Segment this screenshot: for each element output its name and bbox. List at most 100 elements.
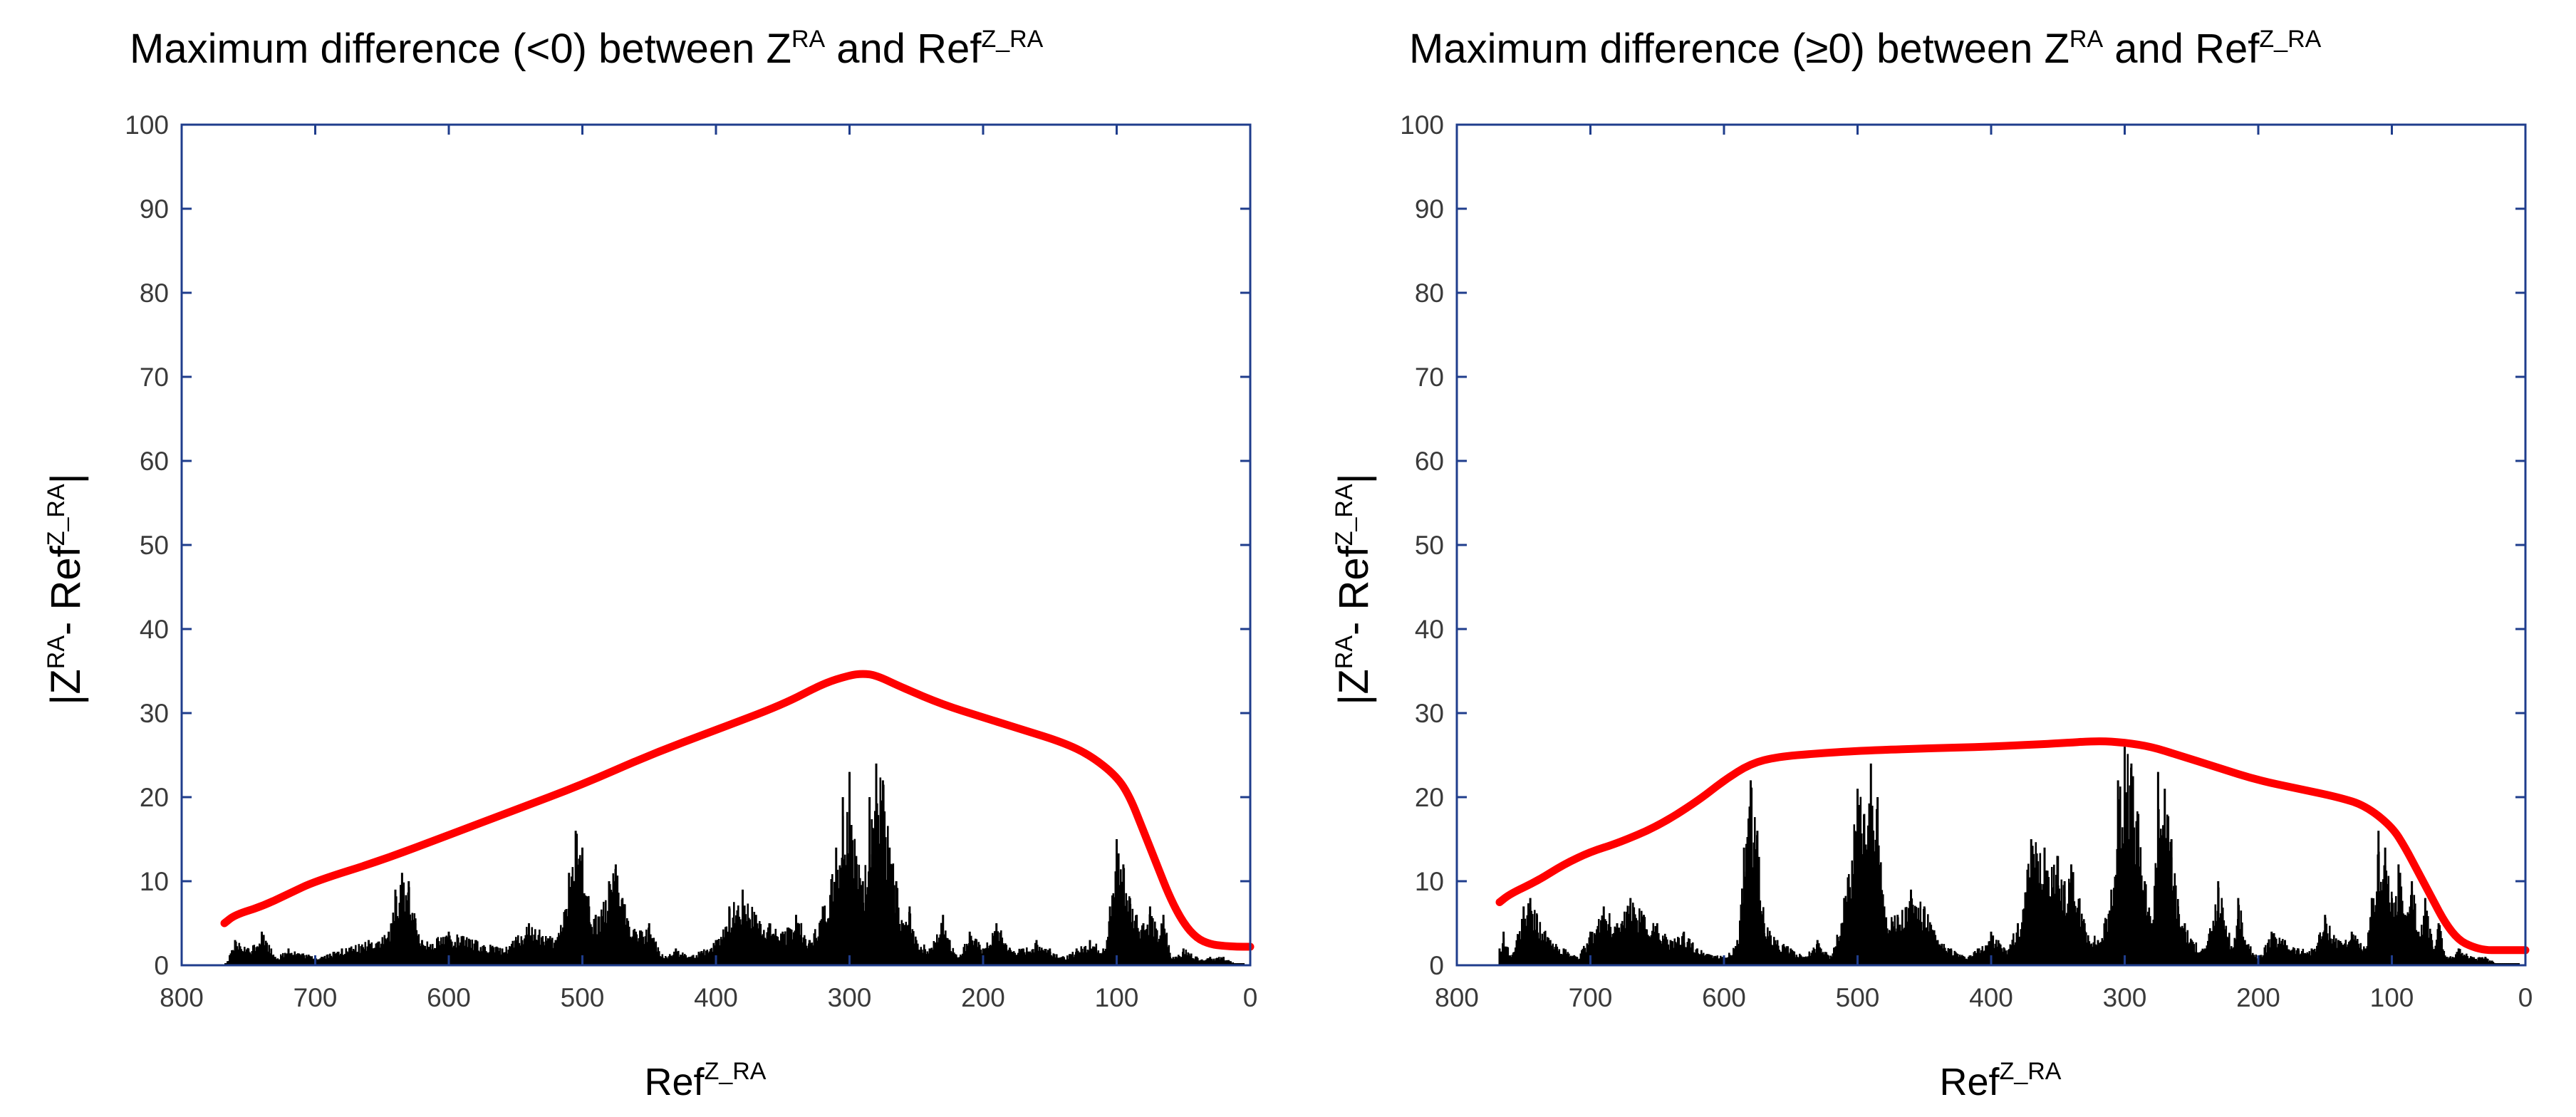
difference-bar — [569, 887, 572, 965]
difference-bar — [1694, 952, 1696, 965]
difference-bar — [1780, 951, 1782, 965]
difference-bar — [747, 903, 749, 965]
difference-bar — [1767, 927, 1769, 965]
difference-bar — [1024, 954, 1027, 965]
difference-point — [742, 889, 744, 965]
difference-bar — [757, 923, 759, 965]
difference-bar — [669, 954, 671, 965]
difference-bar — [1198, 960, 1200, 965]
difference-bar — [2245, 945, 2248, 965]
difference-bar — [789, 928, 791, 965]
difference-bar — [2228, 932, 2230, 965]
difference-bar — [306, 956, 309, 965]
difference-point — [261, 931, 263, 965]
difference-bar — [840, 868, 842, 965]
difference-bar — [1770, 935, 1772, 965]
difference-bar — [1512, 952, 1515, 965]
difference-bar — [798, 923, 801, 965]
difference-bar — [650, 934, 652, 965]
difference-bar — [398, 918, 400, 965]
difference-bar — [2254, 957, 2256, 965]
difference-bar — [2176, 918, 2178, 965]
difference-bar — [547, 938, 549, 965]
difference-bar — [960, 954, 962, 965]
difference-bar — [313, 958, 316, 965]
difference-bar — [751, 906, 754, 965]
difference-bar — [2000, 948, 2003, 965]
difference-bar — [267, 951, 269, 965]
difference-bar — [1046, 952, 1049, 965]
difference-bar — [787, 927, 790, 965]
difference-bar — [2094, 935, 2096, 965]
difference-bar — [521, 940, 524, 965]
difference-bar — [2289, 950, 2292, 965]
difference-bar — [1720, 955, 1722, 965]
difference-bar — [340, 953, 342, 965]
difference-bar — [2346, 947, 2348, 965]
difference-point — [1536, 915, 1538, 965]
difference-bar — [1767, 936, 1770, 965]
difference-bar — [740, 924, 743, 965]
difference-bar — [2305, 953, 2307, 965]
difference-bar — [2488, 961, 2491, 965]
difference-bar — [673, 951, 675, 965]
difference-bar — [776, 936, 778, 965]
difference-bar — [1106, 940, 1108, 965]
difference-point — [421, 940, 423, 965]
difference-bar — [571, 867, 574, 965]
difference-bar — [2303, 952, 2305, 965]
difference-point — [1923, 906, 1926, 965]
difference-bar — [1521, 918, 1523, 965]
difference-bar — [229, 953, 232, 965]
difference-bar — [1039, 950, 1042, 965]
difference-bar — [518, 942, 521, 965]
difference-bar — [1868, 803, 1871, 965]
difference-bar — [1679, 945, 1681, 965]
difference-bar — [2094, 944, 2097, 965]
difference-bar — [2020, 929, 2022, 965]
difference-bar — [2432, 949, 2435, 965]
difference-bar — [591, 927, 593, 965]
difference-point — [2437, 923, 2440, 965]
difference-point — [394, 889, 397, 965]
difference-bar — [2166, 814, 2169, 965]
difference-bar — [576, 833, 578, 965]
difference-bar — [2455, 954, 2457, 965]
difference-bar — [2293, 948, 2296, 965]
difference-bar — [2306, 952, 2309, 965]
difference-bar — [780, 933, 782, 965]
difference-bar — [759, 920, 761, 965]
difference-bar — [360, 946, 363, 965]
difference-bar — [445, 936, 447, 965]
difference-bar — [404, 911, 406, 965]
difference-bar — [1953, 950, 1956, 965]
difference-bar — [2362, 951, 2364, 965]
difference-bar — [338, 951, 340, 965]
difference-point — [1816, 940, 1819, 965]
difference-bar — [695, 957, 697, 965]
difference-bar — [2426, 910, 2429, 965]
difference-bar — [1583, 945, 1585, 965]
difference-bar — [2267, 942, 2269, 965]
difference-bar — [2327, 940, 2330, 965]
difference-bar — [2201, 948, 2204, 965]
difference-bar — [917, 943, 919, 965]
difference-bar — [2336, 947, 2339, 965]
difference-bar — [2221, 898, 2223, 965]
difference-point — [955, 957, 957, 965]
difference-point — [1009, 948, 1011, 965]
difference-bar — [2005, 950, 2008, 965]
difference-bar — [2428, 937, 2431, 965]
difference-bar — [254, 951, 256, 965]
difference-bar — [329, 953, 331, 965]
difference-bar — [1807, 956, 1809, 965]
difference-bar — [1029, 951, 1032, 965]
y-tick-label: 40 — [140, 615, 169, 644]
difference-bar — [1538, 938, 1540, 965]
difference-bar — [2447, 958, 2450, 965]
difference-bar — [1551, 945, 1553, 965]
difference-bar — [999, 932, 1002, 965]
difference-bar — [810, 943, 812, 965]
difference-bar — [890, 863, 893, 965]
difference-bar — [2265, 952, 2268, 965]
